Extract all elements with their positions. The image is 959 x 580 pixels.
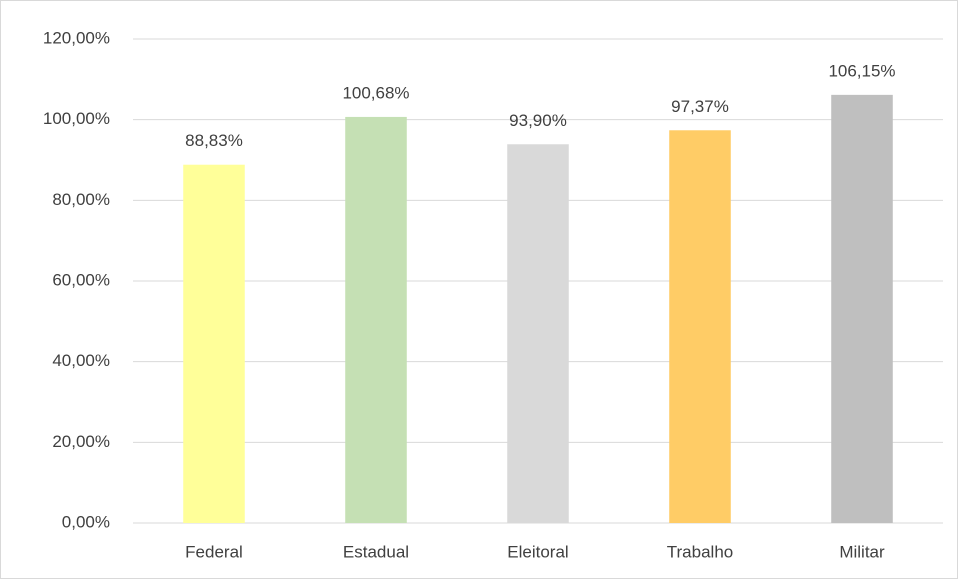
y-tick-label: 20,00%	[52, 432, 110, 451]
bar	[507, 144, 569, 523]
y-tick-label: 60,00%	[52, 270, 110, 289]
y-tick-label: 40,00%	[52, 351, 110, 370]
bar	[831, 94, 893, 523]
x-tick-label: Estadual	[343, 542, 409, 561]
x-tick-label: Eleitoral	[507, 542, 568, 561]
bar	[669, 130, 731, 523]
bar	[345, 116, 407, 523]
bar	[183, 164, 245, 523]
data-label: 93,90%	[509, 111, 567, 130]
data-label: 100,68%	[342, 83, 409, 102]
data-label: 106,15%	[828, 61, 895, 80]
x-tick-label: Trabalho	[667, 542, 733, 561]
y-tick-label: 120,00%	[43, 28, 110, 47]
data-label: 88,83%	[185, 131, 243, 150]
x-tick-label: Federal	[185, 542, 243, 561]
y-tick-label: 0,00%	[62, 512, 110, 531]
y-tick-label: 100,00%	[43, 109, 110, 128]
y-tick-label: 80,00%	[52, 190, 110, 209]
data-label: 97,37%	[671, 97, 729, 116]
x-tick-label: Militar	[839, 542, 885, 561]
